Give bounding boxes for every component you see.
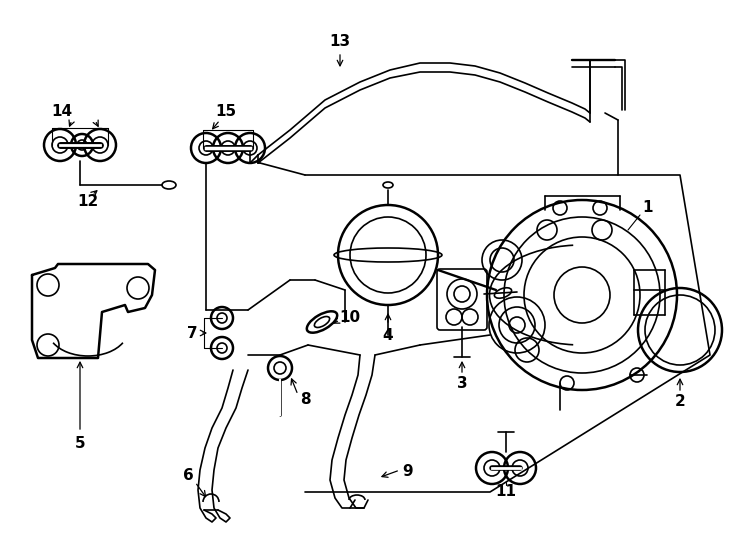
Text: 5: 5 bbox=[75, 436, 85, 451]
Text: 4: 4 bbox=[382, 327, 393, 342]
Text: 15: 15 bbox=[216, 105, 236, 119]
Text: 11: 11 bbox=[495, 484, 517, 500]
Text: 1: 1 bbox=[643, 200, 653, 215]
Text: 14: 14 bbox=[51, 105, 73, 119]
Text: 10: 10 bbox=[339, 310, 360, 326]
Text: 7: 7 bbox=[186, 326, 197, 341]
Text: 8: 8 bbox=[299, 393, 310, 408]
Text: 13: 13 bbox=[330, 35, 351, 50]
Text: 9: 9 bbox=[403, 464, 413, 480]
Text: 3: 3 bbox=[457, 376, 468, 392]
Text: 6: 6 bbox=[183, 469, 193, 483]
Text: 2: 2 bbox=[675, 395, 686, 409]
Text: 12: 12 bbox=[77, 194, 98, 210]
